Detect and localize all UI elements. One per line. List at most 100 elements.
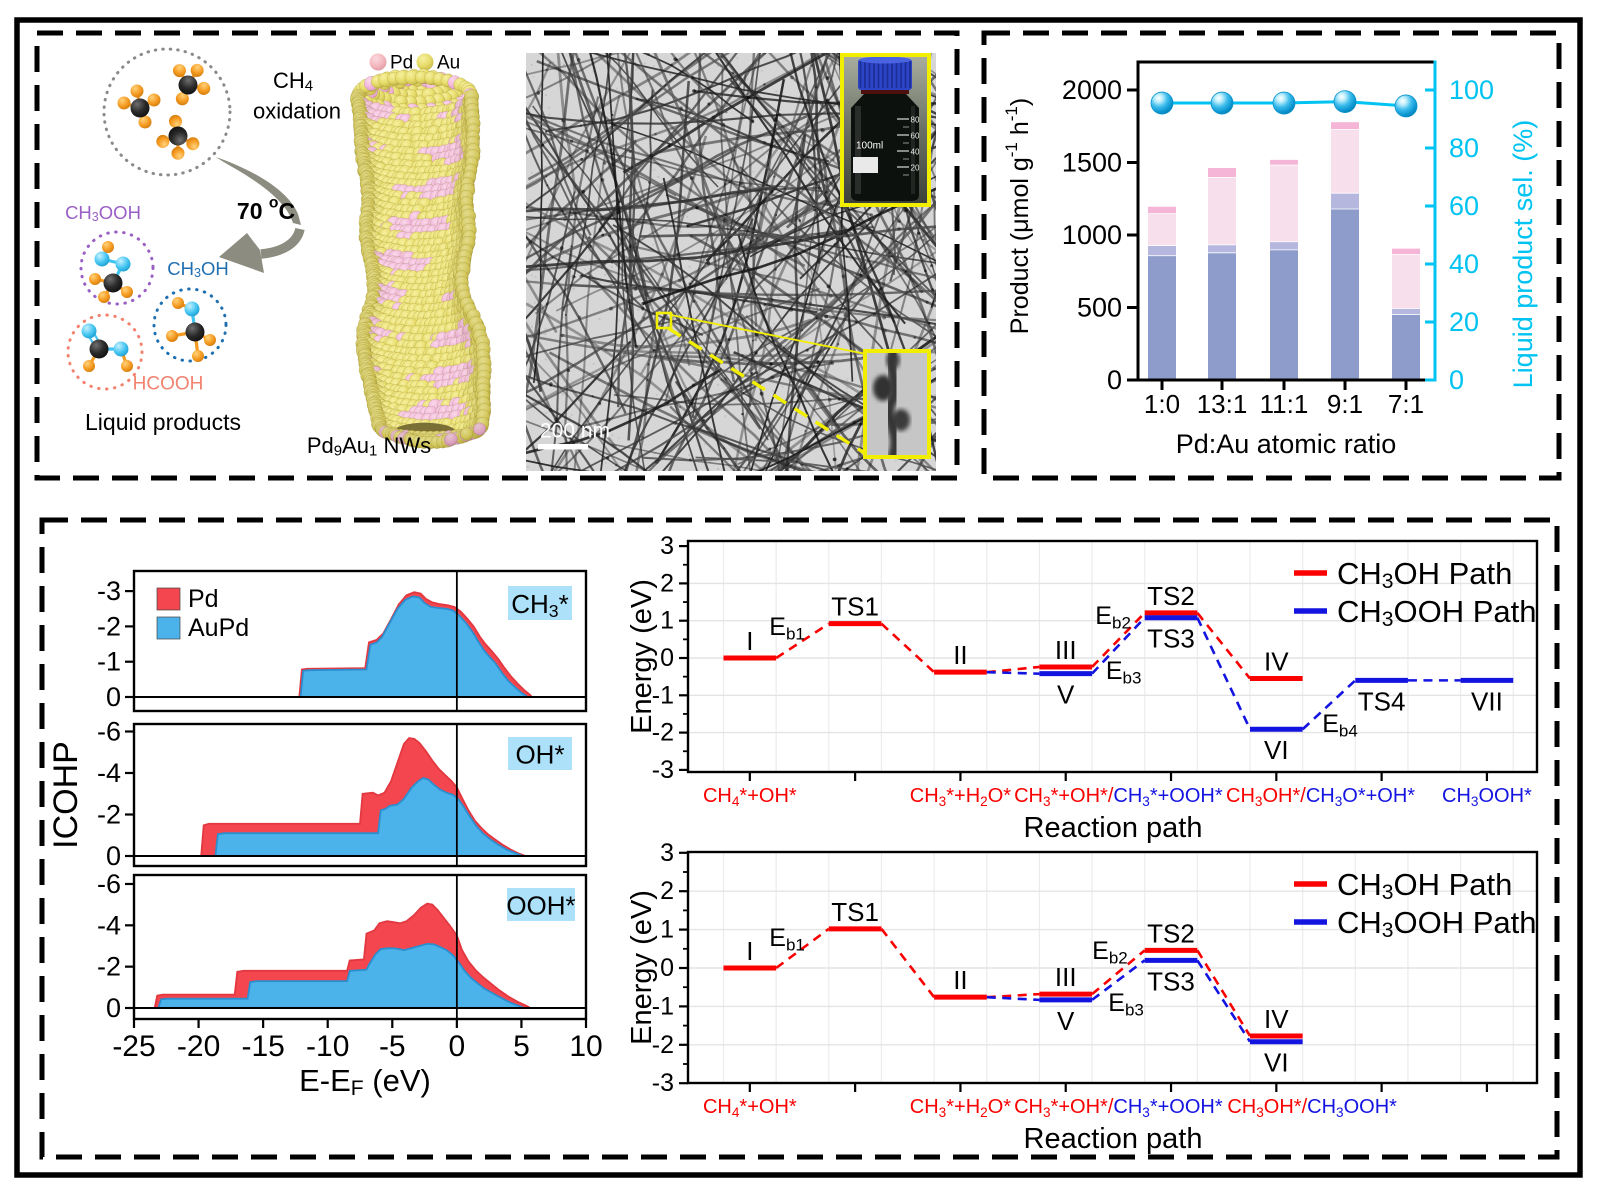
icohp-ytick-label: -2	[97, 800, 121, 830]
ch4-molecule	[172, 63, 211, 106]
energy-ytick-label: 3	[660, 532, 674, 560]
text-fragment: III	[1055, 635, 1077, 665]
text-fragment: -2	[652, 719, 674, 747]
energy-level-label-I: I	[746, 626, 753, 656]
scheme-hcooh-label: HCOOH	[133, 374, 204, 395]
text-fragment: E	[1322, 710, 1339, 738]
text-fragment: II	[953, 640, 967, 670]
selectivity-marker	[1394, 94, 1418, 118]
text-fragment: -25	[112, 1030, 155, 1063]
category-label: 11:1	[1260, 389, 1309, 419]
text-fragment: V	[1057, 680, 1075, 710]
text-fragment: -2	[97, 952, 121, 982]
product-segment-2	[1331, 192, 1359, 209]
text-fragment: Product (μmol g	[1006, 157, 1034, 334]
text-fragment: CH	[65, 202, 92, 223]
barrier-label: Eb4	[1322, 710, 1358, 740]
text-fragment: -6	[97, 869, 121, 899]
hydrogen-atom	[190, 63, 204, 77]
text-fragment: 2	[660, 569, 674, 597]
energy-yaxis-title: Energy (eV)	[626, 890, 658, 1045]
text-fragment: TS1	[831, 592, 879, 622]
product-segment-3	[1331, 129, 1359, 193]
text-fragment: 3	[1043, 794, 1051, 809]
barrier-label: Eb3	[1108, 989, 1144, 1019]
right-axis-tick-label: 0	[1449, 365, 1464, 395]
energy-level-label-TS2: TS2	[1147, 581, 1195, 611]
icohp-frame	[132, 722, 588, 868]
text-fragment: CH	[910, 1096, 939, 1118]
energy-ytick-label: 2	[660, 877, 674, 905]
icohp-xtick-label: -5	[379, 1030, 406, 1063]
text-fragment: F	[351, 1077, 364, 1100]
text-fragment: E	[1106, 657, 1123, 685]
bar-yaxis-title: Product (μmol g-1 h-1)	[1002, 98, 1035, 334]
text-fragment: h	[1006, 121, 1034, 142]
oxygen-atom	[94, 251, 110, 267]
text-fragment: CH	[1014, 1096, 1043, 1118]
reaction-arrow-tail	[216, 157, 301, 225]
text-fragment: *+OH*	[1051, 785, 1108, 807]
text-fragment: 3	[549, 601, 559, 621]
energy-frame	[686, 539, 1539, 774]
text-fragment: CH	[511, 589, 549, 619]
ch4-molecule	[156, 114, 200, 160]
outer-border	[14, 17, 1583, 1178]
text-fragment: -4	[97, 758, 121, 788]
icohp-aupd-edge	[157, 942, 525, 1009]
text-fragment: 4	[732, 794, 740, 809]
text-fragment: C	[278, 198, 295, 224]
energy-connector	[775, 622, 830, 660]
bottle-volume-label: 100ml	[856, 141, 883, 152]
species-label: CH3OH*/CH3O*+OH*	[1226, 785, 1415, 809]
text-fragment: 0	[660, 954, 674, 982]
icohp-frame	[132, 569, 588, 713]
product-segment-3	[1270, 164, 1298, 242]
text-fragment: 0	[660, 644, 674, 672]
ch3oh-dotted-circle	[152, 287, 228, 363]
text-fragment: 2	[980, 1105, 988, 1120]
text-fragment: TS4	[1358, 686, 1406, 716]
text-fragment: *	[559, 589, 569, 619]
icohp-xtick-label: -20	[177, 1030, 220, 1063]
icohp-pd-edge	[153, 902, 531, 1009]
text-fragment: III	[1055, 962, 1077, 992]
text-fragment: Pd	[307, 433, 334, 458]
energy-ytick-label: 3	[660, 839, 674, 867]
icohp-tag-box	[507, 888, 575, 921]
stacked-bar-11:1	[1270, 159, 1298, 380]
text-fragment: -4	[97, 910, 121, 940]
text-fragment: 3	[1335, 794, 1343, 809]
scheme-legend-au-label: Au	[437, 53, 460, 74]
tem-callout-rect	[655, 311, 673, 330]
text-fragment: CH	[1113, 1096, 1142, 1118]
text-fragment: 3	[1382, 570, 1394, 593]
text-fragment: OOH Path	[1394, 594, 1537, 629]
product-segment-2	[1270, 241, 1298, 250]
energy-ytick-label: 0	[660, 954, 674, 982]
energy-ytick-label: 1	[660, 916, 674, 944]
text-fragment: TS1	[831, 897, 879, 927]
energy-level-label-TS2: TS2	[1147, 918, 1195, 948]
energy-level-label-VI: VI	[1264, 1048, 1289, 1078]
text-fragment: CH	[1113, 785, 1142, 807]
left-axis-tick-label: 0	[1107, 365, 1122, 395]
product-segment-1	[1270, 249, 1298, 380]
text-fragment: o	[269, 194, 279, 211]
energy-level-label-V: V	[1057, 1006, 1075, 1036]
energy-connector	[986, 995, 1040, 1002]
text-fragment: 1	[369, 442, 377, 459]
icohp-ytick-label: -2	[97, 952, 121, 982]
text-fragment: E	[1108, 989, 1125, 1017]
text-fragment: 3	[1382, 608, 1394, 631]
energy-connector	[1091, 949, 1146, 996]
text-fragment: 7:1	[1388, 389, 1424, 419]
icohp-ytick-label: -4	[97, 758, 121, 788]
energy-level-label-TS1: TS1	[831, 592, 879, 622]
product-segment-1	[1148, 255, 1176, 380]
energy-connector	[880, 622, 935, 674]
energy-connector	[1196, 949, 1252, 1037]
text-fragment: 100	[1449, 75, 1494, 105]
text-fragment: E	[1092, 937, 1109, 965]
